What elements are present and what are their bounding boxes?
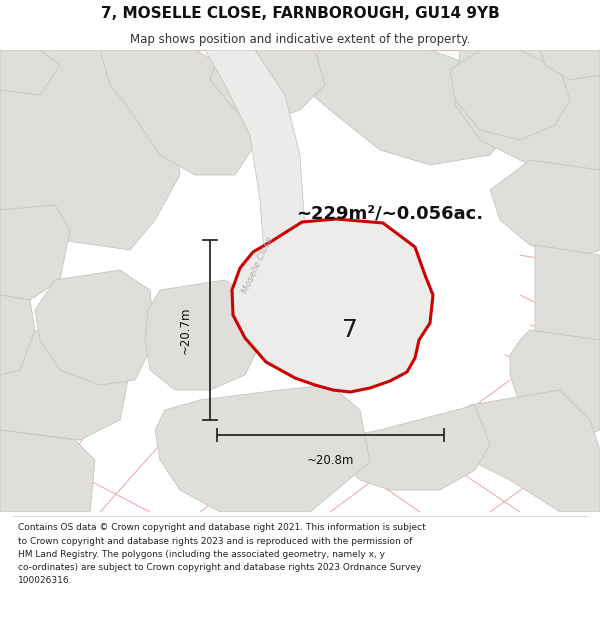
Polygon shape <box>0 50 60 95</box>
Text: ~20.7m: ~20.7m <box>178 306 191 354</box>
Polygon shape <box>295 50 510 165</box>
Polygon shape <box>510 330 600 440</box>
Polygon shape <box>232 219 433 392</box>
Text: ~20.8m: ~20.8m <box>307 454 354 467</box>
Polygon shape <box>330 405 490 490</box>
Text: Moselle Close: Moselle Close <box>241 235 275 295</box>
Polygon shape <box>0 205 70 300</box>
Polygon shape <box>155 385 370 512</box>
Polygon shape <box>0 50 180 250</box>
Polygon shape <box>455 50 600 180</box>
Polygon shape <box>205 50 305 290</box>
Polygon shape <box>540 50 600 80</box>
Polygon shape <box>450 50 570 140</box>
Polygon shape <box>535 245 600 350</box>
Polygon shape <box>435 390 600 512</box>
Text: Contains OS data © Crown copyright and database right 2021. This information is : Contains OS data © Crown copyright and d… <box>18 523 426 585</box>
Polygon shape <box>0 320 130 440</box>
Polygon shape <box>145 280 260 390</box>
Text: Map shows position and indicative extent of the property.: Map shows position and indicative extent… <box>130 32 470 46</box>
Polygon shape <box>0 430 95 512</box>
Polygon shape <box>100 50 255 175</box>
Polygon shape <box>0 295 35 375</box>
Polygon shape <box>35 270 155 385</box>
Polygon shape <box>210 50 325 120</box>
Polygon shape <box>490 160 600 260</box>
Text: 7: 7 <box>342 318 358 342</box>
Text: 7, MOSELLE CLOSE, FARNBOROUGH, GU14 9YB: 7, MOSELLE CLOSE, FARNBOROUGH, GU14 9YB <box>101 6 499 21</box>
Text: ~229m²/~0.056ac.: ~229m²/~0.056ac. <box>296 204 484 222</box>
